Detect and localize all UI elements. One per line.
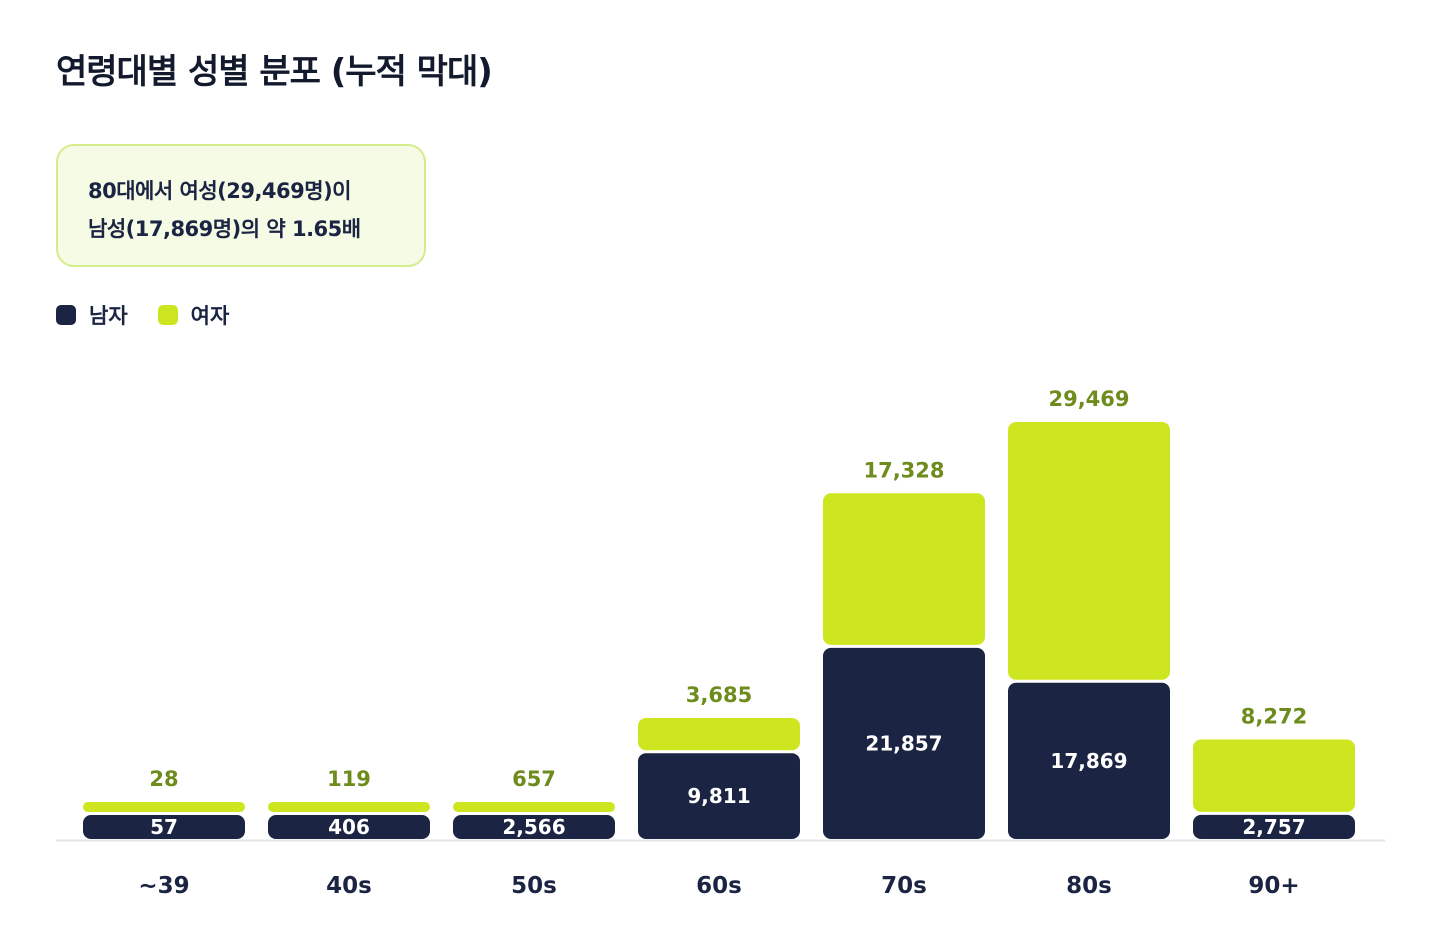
bar-female-2[interactable] bbox=[453, 802, 615, 812]
bar-female-6[interactable] bbox=[1193, 739, 1355, 812]
legend-swatch-female bbox=[157, 305, 178, 325]
bar-male-1[interactable] bbox=[268, 815, 430, 839]
x-tick-label-1: 40s bbox=[326, 873, 372, 899]
label-male-5: 17,869 bbox=[1050, 749, 1127, 773]
label-female-5: 29,469 bbox=[1048, 387, 1129, 411]
label-female-1: 119 bbox=[327, 767, 371, 791]
insight-callout: 80대에서 여성(29,469명)이 남성(17,869명)의 약 1.65배 bbox=[56, 144, 426, 267]
callout-line-2: 남성(17,869명)의 약 1.65배 bbox=[88, 217, 361, 241]
bar-male-3[interactable] bbox=[638, 753, 800, 839]
x-tick-label-5: 80s bbox=[1066, 873, 1112, 899]
callout-line-1: 80대에서 여성(29,469명)이 bbox=[88, 179, 352, 203]
legend-label-male: 남자 bbox=[89, 304, 128, 328]
label-female-3: 3,685 bbox=[686, 683, 752, 707]
label-male-3: 9,811 bbox=[687, 784, 750, 808]
legend-item-male[interactable]: 남자 bbox=[56, 300, 128, 330]
bar-female-5[interactable] bbox=[1008, 422, 1170, 680]
label-male-0: 57 bbox=[150, 815, 178, 839]
legend-item-female[interactable]: 여자 bbox=[157, 300, 230, 330]
bar-male-0[interactable] bbox=[83, 815, 245, 839]
bar-male-2[interactable] bbox=[453, 815, 615, 839]
bar-male-5[interactable] bbox=[1008, 682, 1170, 839]
legend-swatch-male bbox=[56, 305, 76, 325]
bar-female-3[interactable] bbox=[638, 717, 800, 751]
label-female-0: 28 bbox=[149, 767, 178, 791]
label-male-6: 2,757 bbox=[1242, 815, 1305, 839]
label-female-6: 8,272 bbox=[1241, 705, 1307, 729]
label-male-2: 2,566 bbox=[502, 815, 565, 839]
bar-female-4[interactable] bbox=[823, 493, 985, 645]
x-tick-label-0: ~39 bbox=[138, 873, 189, 899]
x-tick-label-3: 60s bbox=[696, 873, 742, 899]
legend-label-female: 여자 bbox=[190, 304, 230, 328]
label-male-4: 21,857 bbox=[865, 731, 942, 755]
x-tick-label-6: 90+ bbox=[1248, 873, 1299, 899]
bar-female-1[interactable] bbox=[268, 802, 430, 812]
x-tick-label-4: 70s bbox=[881, 873, 927, 899]
chart-title: 연령대별 성별 분포 (누적 막대) bbox=[56, 52, 493, 92]
label-female-4: 17,328 bbox=[863, 458, 944, 482]
bar-male-4[interactable] bbox=[823, 647, 985, 839]
bar-female-0[interactable] bbox=[83, 802, 245, 812]
x-tick-label-2: 50s bbox=[511, 873, 557, 899]
bar-male-6[interactable] bbox=[1193, 814, 1355, 839]
label-male-1: 406 bbox=[328, 815, 370, 839]
chart-legend: 남자 여자 bbox=[56, 300, 259, 330]
label-female-2: 657 bbox=[512, 767, 556, 791]
